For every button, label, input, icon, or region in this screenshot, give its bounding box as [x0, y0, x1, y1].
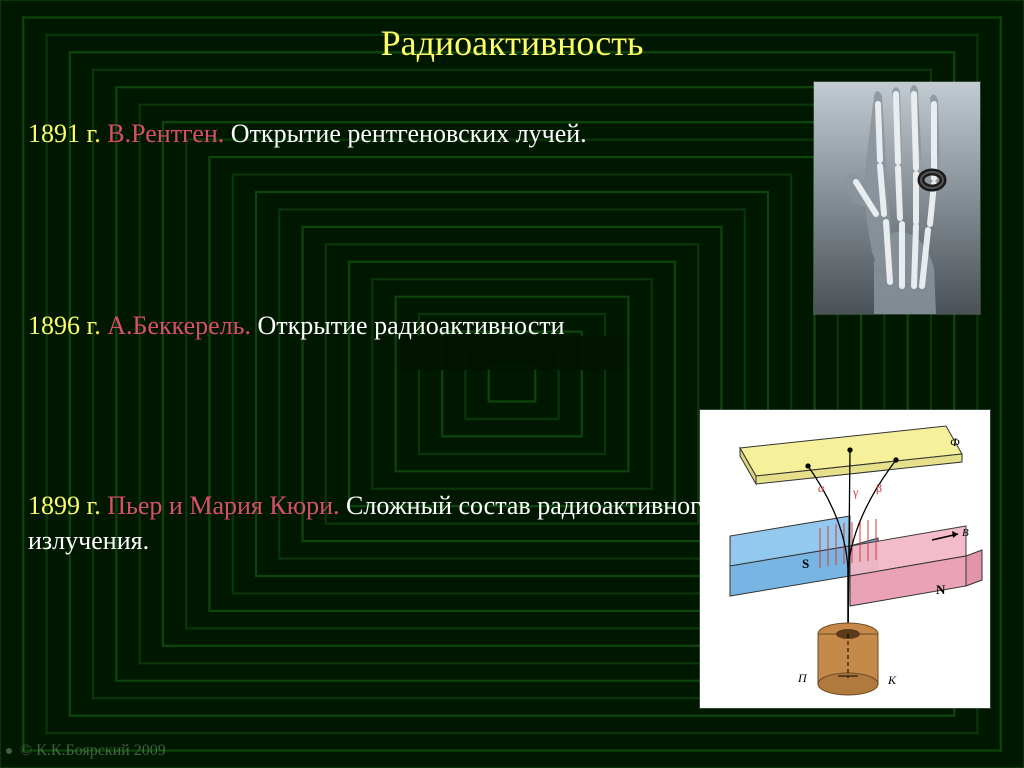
text-line-2: 1896 г. А.Беккерель. Открытие радиоактив…: [28, 308, 565, 343]
desc-1: Открытие рентгеновских лучей.: [231, 119, 587, 148]
label-n: N: [936, 582, 946, 597]
year-3: 1899 г.: [28, 491, 101, 520]
name-3: Пьер и Мария Кюри.: [107, 491, 339, 520]
footer-copyright: © К.К.Боярский 2009: [20, 742, 166, 760]
radiation-deflection-diagram: Ф S N B: [700, 410, 990, 708]
name-2: А.Беккерель.: [107, 311, 251, 340]
slide-title: Радиоактивность: [0, 22, 1024, 64]
label-p: П: [797, 671, 808, 685]
label-alpha: α: [818, 481, 825, 495]
label-beta: β: [876, 481, 882, 495]
name-1: В.Рентген.: [107, 119, 224, 148]
label-s: S: [802, 556, 809, 571]
footer-bullet: [6, 748, 12, 754]
xray-hand-illustration: [814, 82, 980, 314]
label-phi: Ф: [950, 435, 960, 449]
label-b: B: [962, 527, 969, 539]
year-2: 1896 г.: [28, 311, 101, 340]
desc-2: Открытие радиоактивности: [258, 311, 565, 340]
slide: Радиоактивность 1891 г. В.Рентген. Откры…: [0, 0, 1024, 768]
year-1: 1891 г.: [28, 119, 101, 148]
text-line-1: 1891 г. В.Рентген. Открытие рентгеновски…: [28, 116, 587, 151]
label-k: К: [887, 673, 897, 687]
label-gamma: γ: [852, 485, 859, 499]
text-line-3: 1899 г. Пьер и Мария Кюри. Сложный соста…: [28, 488, 728, 558]
